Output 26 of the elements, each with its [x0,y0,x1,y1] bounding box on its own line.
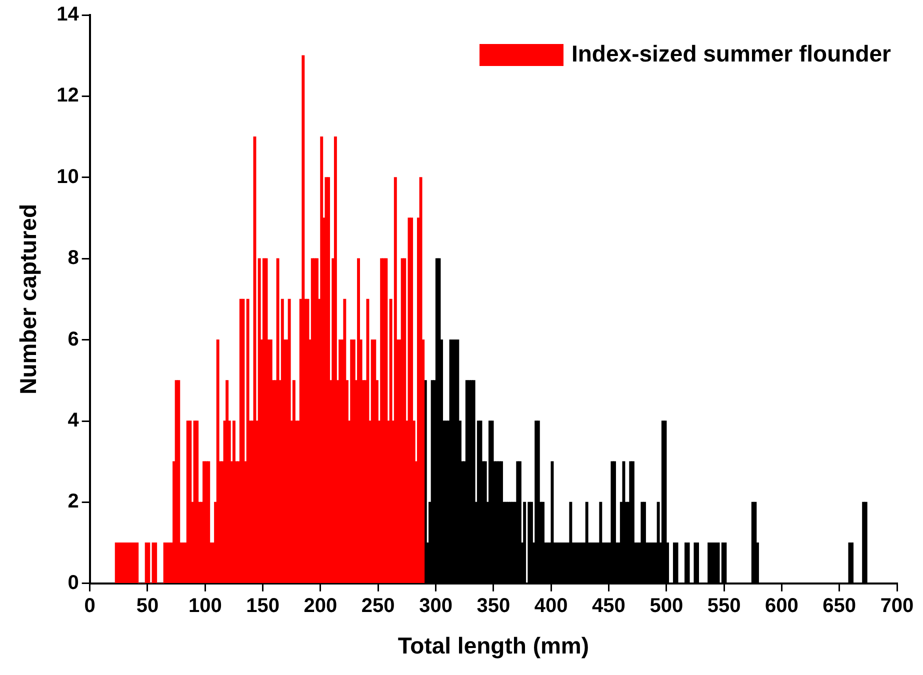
x-tick-label: 700 [880,594,914,617]
y-tick-label: 0 [68,572,79,594]
x-axis-title: Total length (mm) [398,632,590,659]
x-tick-label: 650 [822,594,856,617]
x-tick-label: 400 [534,594,568,617]
y-tick-label: 4 [68,410,80,432]
y-tick-label: 8 [68,247,79,270]
x-tick-label: 350 [476,594,510,617]
y-tick-label: 14 [56,4,80,26]
y-axis-title: Number captured [15,204,42,394]
x-tick-label: 450 [592,594,626,617]
x-tick-label: 50 [136,594,159,617]
x-tick-label: 550 [707,594,741,617]
x-tick-label: 300 [419,594,452,617]
legend-label: Index-sized summer flounder [571,40,892,66]
y-tick-label: 6 [68,328,79,350]
x-tick-label: 600 [765,594,798,617]
x-tick-label: 0 [84,594,96,617]
x-tick-label: 200 [304,594,338,617]
x-tick-label: 100 [188,594,222,617]
x-tick-label: 500 [650,594,684,617]
y-tick-label: 10 [56,166,79,188]
y-tick-label: 12 [56,84,79,107]
x-tick-label: 150 [246,594,280,617]
y-tick-label: 2 [68,490,79,513]
x-tick-label: 250 [361,594,395,617]
